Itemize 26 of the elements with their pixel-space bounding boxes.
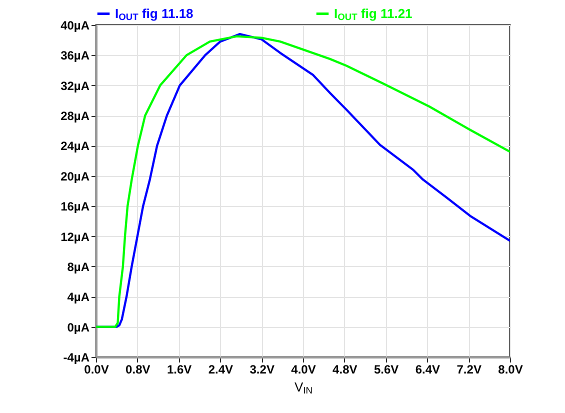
y-tick-label: 28µA — [60, 109, 90, 124]
legend-label: I$_{OUT}$ fig 11.21 — [334, 6, 412, 22]
x-tick-label: 5.6V — [374, 362, 399, 376]
x-tick-label: 0.8V — [126, 362, 150, 376]
y-tick-label: -4µA — [63, 350, 90, 364]
y-tick-label: 24µA — [60, 139, 90, 154]
x-tick-label: 4.8V — [332, 362, 358, 376]
x-tick-label: 7.2V — [456, 362, 482, 376]
x-tick-label: 2.4V — [208, 362, 234, 376]
y-tick-label: 16µA — [60, 200, 90, 214]
x-tick-label: 1.6V — [166, 362, 192, 376]
x-axis-title: V$_{IN}$ — [294, 380, 313, 396]
y-tick-label: 8µA — [67, 260, 90, 274]
x-tick-label: 0.0V — [84, 362, 109, 376]
y-tick-label: 20µA — [60, 169, 90, 184]
y-tick-label: 32µA — [60, 78, 90, 93]
text: I$_{OUT}$ fig 11.18 — [115, 6, 194, 22]
y-tick-label: 0µA — [67, 320, 90, 334]
x-tick-label: 8.0V — [498, 362, 523, 376]
x-tick-label: 6.4V — [415, 362, 440, 376]
y-tick-label: 36µA — [60, 48, 90, 63]
x-tick-label: 4.0V — [291, 362, 316, 376]
y-tick-label: 12µA — [60, 230, 90, 244]
y-tick-label: 40µA — [60, 18, 90, 32]
x-tick-label: 3.2V — [250, 362, 274, 376]
y-tick-label: 4µA — [67, 290, 90, 304]
